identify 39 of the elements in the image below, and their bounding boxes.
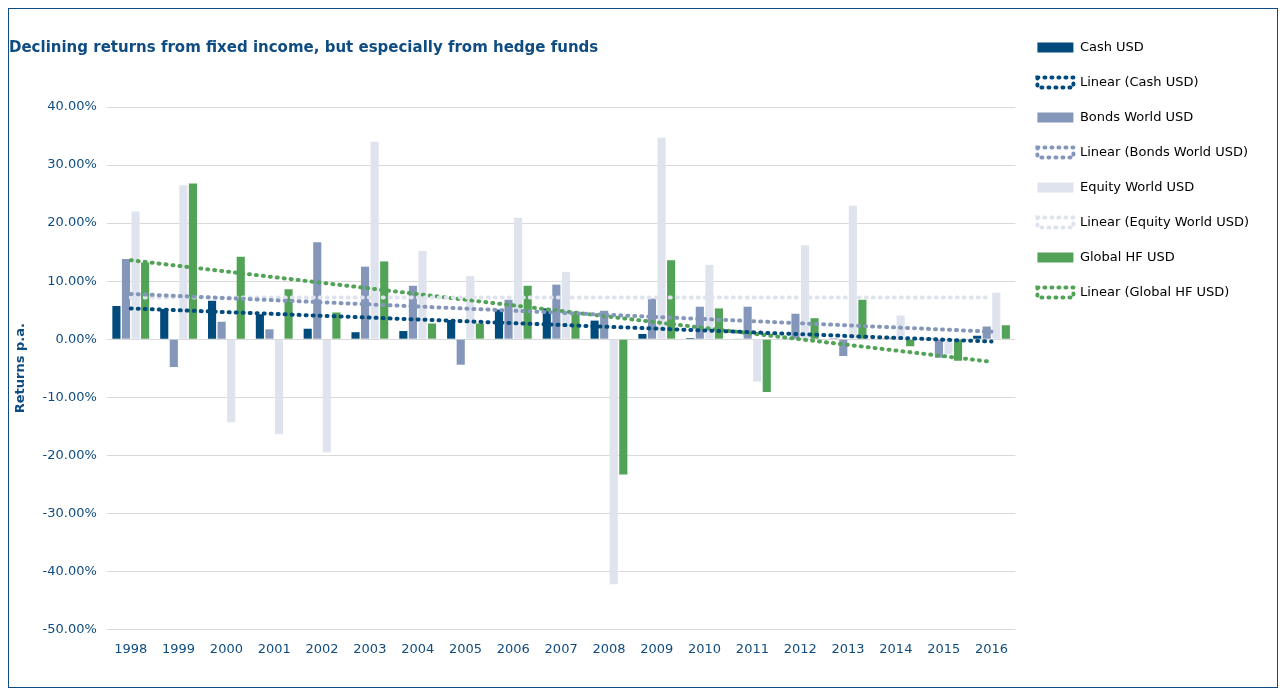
- x-tick-label: 2003: [353, 640, 387, 656]
- x-tick-label: 2016: [974, 640, 1009, 656]
- x-tick-label: 2001: [257, 640, 291, 656]
- legend-label: Linear (Equity World USD): [1079, 213, 1250, 229]
- y-tick-label: -30.00%: [42, 504, 97, 520]
- x-tick-label: 2008: [592, 640, 626, 656]
- legend-label: Cash USD: [1079, 38, 1144, 54]
- x-tick-label: 2009: [640, 640, 674, 656]
- y-tick-label: -20.00%: [42, 446, 97, 462]
- legend-label: Global HF USD: [1079, 248, 1175, 264]
- legend-label: Linear (Global HF USD): [1079, 283, 1230, 299]
- x-tick-label: 2012: [783, 640, 817, 656]
- x-tick-label: 2005: [448, 640, 483, 656]
- x-tick-label: 1999: [162, 640, 196, 656]
- y-tick-label: 30.00%: [47, 156, 97, 172]
- x-tick-label: 2006: [496, 640, 530, 656]
- x-tick-label: 2000: [209, 640, 243, 656]
- legend-label: Bonds World USD: [1079, 108, 1194, 124]
- legend-label: Equity World USD: [1079, 178, 1195, 194]
- x-tick-label: 2002: [305, 640, 339, 656]
- y-tick-label: 40.00%: [47, 98, 97, 114]
- x-tick-label: 2014: [879, 640, 913, 656]
- x-tick-label: 2010: [688, 640, 722, 656]
- y-tick-label: -40.00%: [42, 562, 97, 578]
- x-tick-label: 2011: [735, 640, 769, 656]
- chart-title: Declining returns from fixed income, but especially from hedge funds: [9, 37, 599, 56]
- y-tick-label: 10.00%: [47, 272, 97, 288]
- x-tick-label: 2015: [927, 640, 961, 656]
- y-tick-label: 20.00%: [47, 214, 97, 230]
- x-tick-label: 2013: [831, 640, 865, 656]
- y-axis-title: Returns p.a.: [12, 323, 28, 414]
- x-tick-label: 2007: [544, 640, 578, 656]
- y-tick-label: 0.00%: [55, 330, 97, 346]
- y-tick-label: -10.00%: [42, 388, 97, 404]
- y-tick-label: -50.00%: [42, 620, 97, 636]
- legend-label: Linear (Bonds World USD): [1079, 143, 1249, 159]
- legend-label: Linear (Cash USD): [1079, 73, 1199, 89]
- x-tick-label: 1998: [114, 640, 148, 656]
- x-tick-label: 2004: [401, 640, 435, 656]
